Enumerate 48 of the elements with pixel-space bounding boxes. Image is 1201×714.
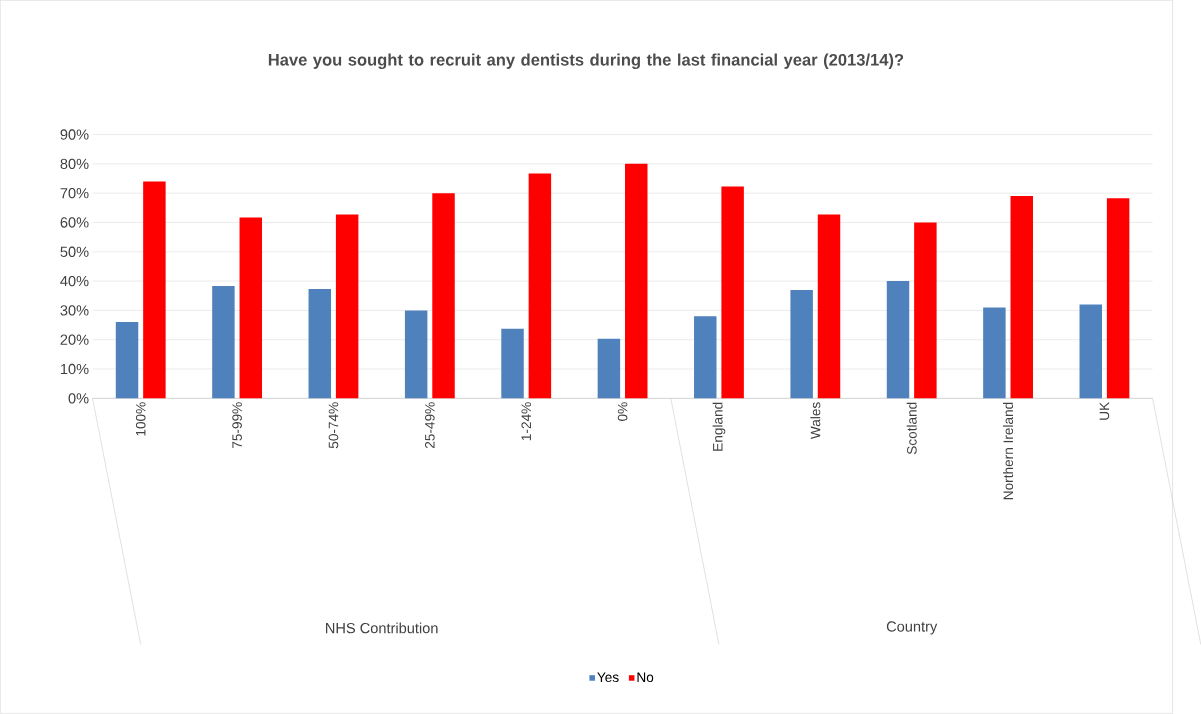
x-tick-label: Northern Ireland [1003, 402, 1014, 500]
text: Country [886, 621, 938, 635]
legend-label: No [637, 672, 654, 683]
bar [1106, 198, 1130, 399]
bar [308, 289, 332, 399]
x-tick-label: 50-74% [328, 402, 339, 449]
x-tick-label: 75-99% [232, 402, 242, 449]
x-tick-label: 25-49% [425, 402, 435, 449]
y-tick-label: 50% [60, 246, 89, 258]
bar [625, 164, 648, 399]
bar [528, 173, 552, 399]
text: NHS Contribution [326, 622, 438, 634]
y-tick-label: 90% [60, 129, 89, 140]
bar [597, 339, 621, 399]
bar [432, 193, 455, 399]
y-tick-label: 10% [60, 364, 89, 375]
bar [790, 290, 813, 399]
bar [143, 181, 166, 399]
bar [817, 214, 841, 399]
y-tick-label: 70% [60, 188, 89, 199]
bar [1079, 304, 1102, 399]
bar [694, 316, 717, 399]
x-tick-label: Scotland [906, 402, 917, 455]
bar [501, 329, 524, 399]
x-tick-label: 1-24% [521, 402, 531, 441]
chart-title: Have you sought to recruit any dentists during the last financial year (2013/14)? [268, 53, 904, 70]
y-tick-label: 40% [60, 276, 89, 287]
bar [914, 222, 937, 399]
x-tick-label: UK [1099, 402, 1110, 420]
bar [115, 322, 139, 399]
y-tick-label: 30% [60, 305, 89, 316]
legend-label: Yes [597, 672, 619, 683]
y-tick-label: 20% [60, 334, 89, 346]
bar [983, 307, 1006, 399]
y-tick-label: 60% [60, 217, 89, 228]
x-tick-label: 100% [135, 402, 146, 436]
bar [239, 217, 263, 399]
bar [721, 186, 744, 399]
y-tick-label: 0% [68, 393, 89, 404]
x-tick-label: 0% [617, 402, 628, 422]
bar [886, 281, 910, 399]
x-tick-label: England [712, 402, 726, 451]
bar [335, 214, 359, 399]
y-tick-label: 80% [60, 158, 89, 170]
bar [212, 286, 235, 399]
x-tick-label: Wales [810, 402, 821, 440]
bar [404, 310, 428, 399]
bar [1010, 196, 1033, 399]
